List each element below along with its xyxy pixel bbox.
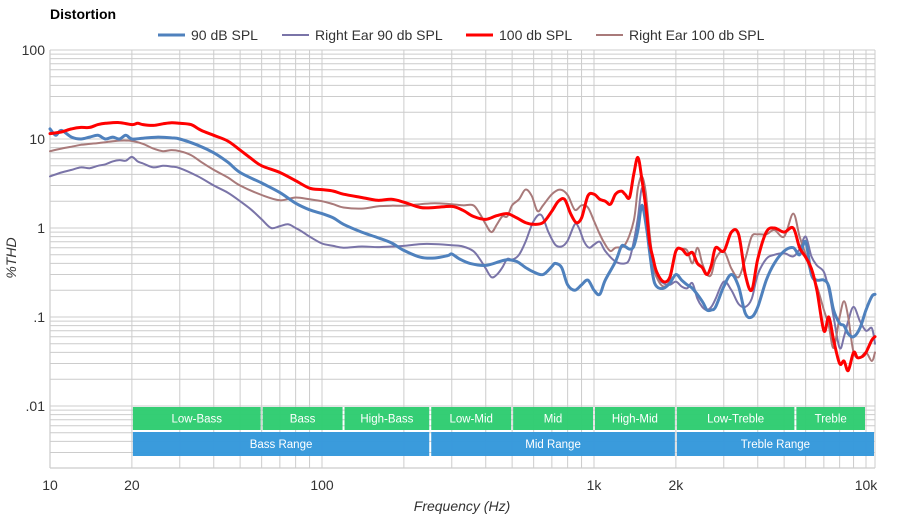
x-tick-label: 2k <box>668 477 684 493</box>
sub-range-band <box>132 407 261 430</box>
series-right-ear-100-db-spl <box>49 139 876 362</box>
main-range-band <box>431 432 675 456</box>
sub-range-band-label: Treble <box>815 414 847 426</box>
sub-range-band-label: Bass <box>290 414 316 426</box>
main-range-band <box>132 432 430 456</box>
legend-item-right-ear-100-db-spl[interactable]: Right Ear 100 db SPL <box>596 27 765 43</box>
series-right-ear-90-db-spl <box>49 155 876 350</box>
legend-item-90-db-spl[interactable]: 90 dB SPL <box>158 27 258 43</box>
legend-label: Right Ear 90 db SPL <box>315 27 443 43</box>
legend: 90 dB SPL Right Ear 90 db SPL 100 db SPL Ri… <box>158 27 765 43</box>
frequency-bands: Low-Bass Bass High-Bass Low-Mid Mid High-Mid L… <box>132 407 874 456</box>
sub-range-band-label: Mid <box>544 414 563 426</box>
sub-range-band <box>262 407 343 430</box>
sub-range-band <box>513 407 593 430</box>
sub-range-band-label: High-Bass <box>360 414 413 426</box>
legend-label: 90 dB SPL <box>191 27 258 43</box>
legend-label: Right Ear 100 db SPL <box>629 27 765 43</box>
series-100-db-spl <box>48 121 877 373</box>
x-tick-label: 100 <box>310 477 334 493</box>
sub-range-band <box>796 407 865 430</box>
sub-range-band <box>676 407 795 430</box>
y-axis-ticks: 100 10 1 .1 .01 <box>22 42 46 414</box>
sub-range-band-label: Low-Mid <box>449 414 492 426</box>
sub-range-band-label: Low-Treble <box>707 414 764 426</box>
y-tick-label: .01 <box>26 398 46 414</box>
y-tick-label: .1 <box>33 309 45 325</box>
x-tick-label: 1k <box>587 477 603 493</box>
main-range-band-label: Mid Range <box>525 439 581 451</box>
main-range-band-label: Treble Range <box>741 439 810 451</box>
legend-label: 100 db SPL <box>499 27 572 43</box>
sub-range-band <box>595 407 675 430</box>
main-range-band-label: Bass Range <box>250 439 313 451</box>
x-tick-label: 10k <box>855 477 879 493</box>
y-axis-label: %THD <box>3 237 19 278</box>
series-lines <box>48 121 877 373</box>
x-axis-label: Frequency (Hz) <box>414 498 510 514</box>
chart-title: Distortion <box>50 6 116 22</box>
sub-range-band <box>344 407 430 430</box>
sub-range-band-label: High-Mid <box>612 414 658 426</box>
sub-range-band-label: Low-Bass <box>172 414 223 426</box>
legend-item-100-db-spl[interactable]: 100 db SPL <box>466 27 572 43</box>
y-tick-label: 1 <box>37 220 45 236</box>
y-tick-label: 10 <box>29 131 45 147</box>
series-90-db-spl <box>48 127 877 339</box>
x-tick-label: 10 <box>42 477 58 493</box>
sub-range-band <box>431 407 512 430</box>
x-tick-label: 20 <box>124 477 140 493</box>
legend-item-right-ear-90-db-spl[interactable]: Right Ear 90 db SPL <box>282 27 443 43</box>
y-tick-label: 100 <box>22 42 46 58</box>
x-axis-ticks: 10 20 100 1k 2k 10k <box>42 477 878 493</box>
main-range-band <box>676 432 874 456</box>
